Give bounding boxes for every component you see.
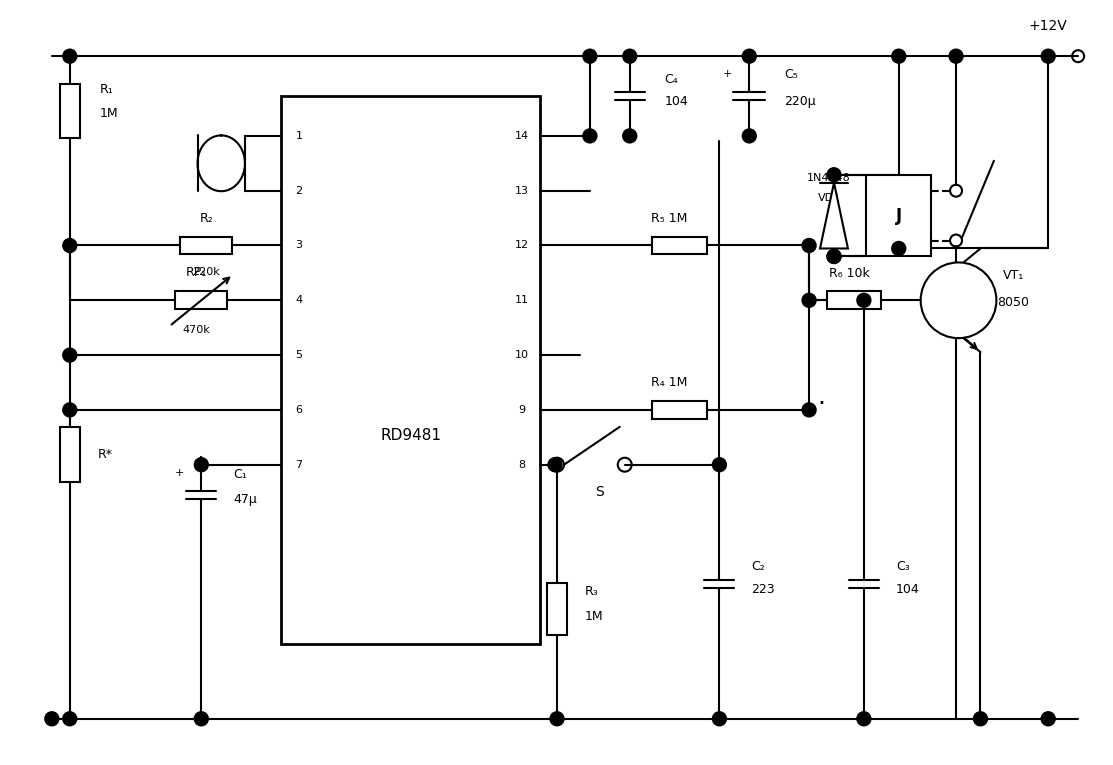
Bar [652,236,707,255]
Circle shape [195,711,208,726]
Text: ·: · [817,392,825,416]
Bar [60,83,80,138]
Circle shape [920,262,996,338]
Circle shape [548,457,562,472]
Text: 1: 1 [295,131,303,141]
Text: 104: 104 [664,95,688,108]
Bar [280,96,540,644]
Text: R₅ 1M: R₅ 1M [651,212,688,225]
Text: 7: 7 [295,460,303,470]
Text: 5: 5 [295,350,303,360]
Circle shape [742,49,756,63]
Circle shape [857,711,870,726]
Text: 8: 8 [519,460,525,470]
Text: R₃: R₃ [585,584,599,597]
Text: VT₁: VT₁ [1003,269,1024,282]
Text: 4: 4 [295,295,303,305]
Circle shape [583,49,597,63]
Circle shape [742,129,756,143]
Circle shape [62,239,77,252]
Text: 10: 10 [515,350,529,360]
Circle shape [62,348,77,362]
Text: R₆ 10k: R₆ 10k [828,267,869,280]
Text: VD1: VD1 [817,193,840,203]
Bar [866,174,932,256]
Circle shape [802,403,816,417]
Text: 3: 3 [295,240,303,250]
Circle shape [802,293,816,308]
Text: 2: 2 [295,186,303,196]
Circle shape [802,239,816,252]
Circle shape [974,711,987,726]
Text: C₅: C₅ [785,67,798,80]
Circle shape [712,457,727,472]
Text: R₂: R₂ [199,212,214,225]
Text: 13: 13 [515,186,529,196]
Bar [180,236,233,255]
Circle shape [857,293,870,308]
Circle shape [550,711,564,726]
Circle shape [62,49,77,63]
Circle shape [712,711,727,726]
Circle shape [623,129,637,143]
Text: RD9481: RD9481 [380,428,441,443]
Text: C₃: C₃ [896,560,909,573]
Circle shape [45,711,59,726]
Text: C₁: C₁ [234,468,247,481]
Text: 104: 104 [896,583,919,596]
Circle shape [892,49,906,63]
Text: C₄: C₄ [664,73,678,86]
Text: R₁: R₁ [100,83,114,96]
Bar [546,583,567,635]
Circle shape [827,249,841,263]
Circle shape [195,457,208,472]
Text: 6: 6 [295,405,303,415]
Text: 14: 14 [515,131,529,141]
Text: 1M: 1M [585,610,603,623]
Text: RP₁: RP₁ [186,266,207,279]
Text: +12V: +12V [1028,19,1067,34]
Bar [176,291,227,309]
Text: 12: 12 [515,240,529,250]
Text: 11: 11 [515,295,529,305]
Text: 1N4148: 1N4148 [807,173,850,183]
Text: R*: R* [98,448,112,461]
Text: 470k: 470k [183,325,210,335]
Circle shape [623,49,637,63]
Text: R₄ 1M: R₄ 1M [651,376,688,389]
Circle shape [892,242,906,256]
Text: +: + [175,467,184,477]
Text: 9: 9 [519,405,525,415]
Polygon shape [820,183,848,249]
Circle shape [62,403,77,417]
Text: 1M: 1M [100,107,118,120]
Text: S: S [595,484,604,499]
Circle shape [949,49,963,63]
Text: +: + [722,69,732,79]
Bar [827,291,881,309]
Text: J: J [896,207,902,225]
Text: 8050: 8050 [997,296,1030,309]
Text: 220k: 220k [193,268,220,278]
Text: 223: 223 [751,583,775,596]
Bar [652,401,707,419]
Circle shape [827,249,841,263]
Text: 220μ: 220μ [785,95,816,108]
Circle shape [583,129,597,143]
Circle shape [827,168,841,182]
Text: 47μ: 47μ [234,493,257,506]
Text: C₂: C₂ [751,560,765,573]
Bar [60,428,80,482]
Circle shape [62,711,77,726]
Circle shape [1042,49,1055,63]
Circle shape [1042,711,1055,726]
